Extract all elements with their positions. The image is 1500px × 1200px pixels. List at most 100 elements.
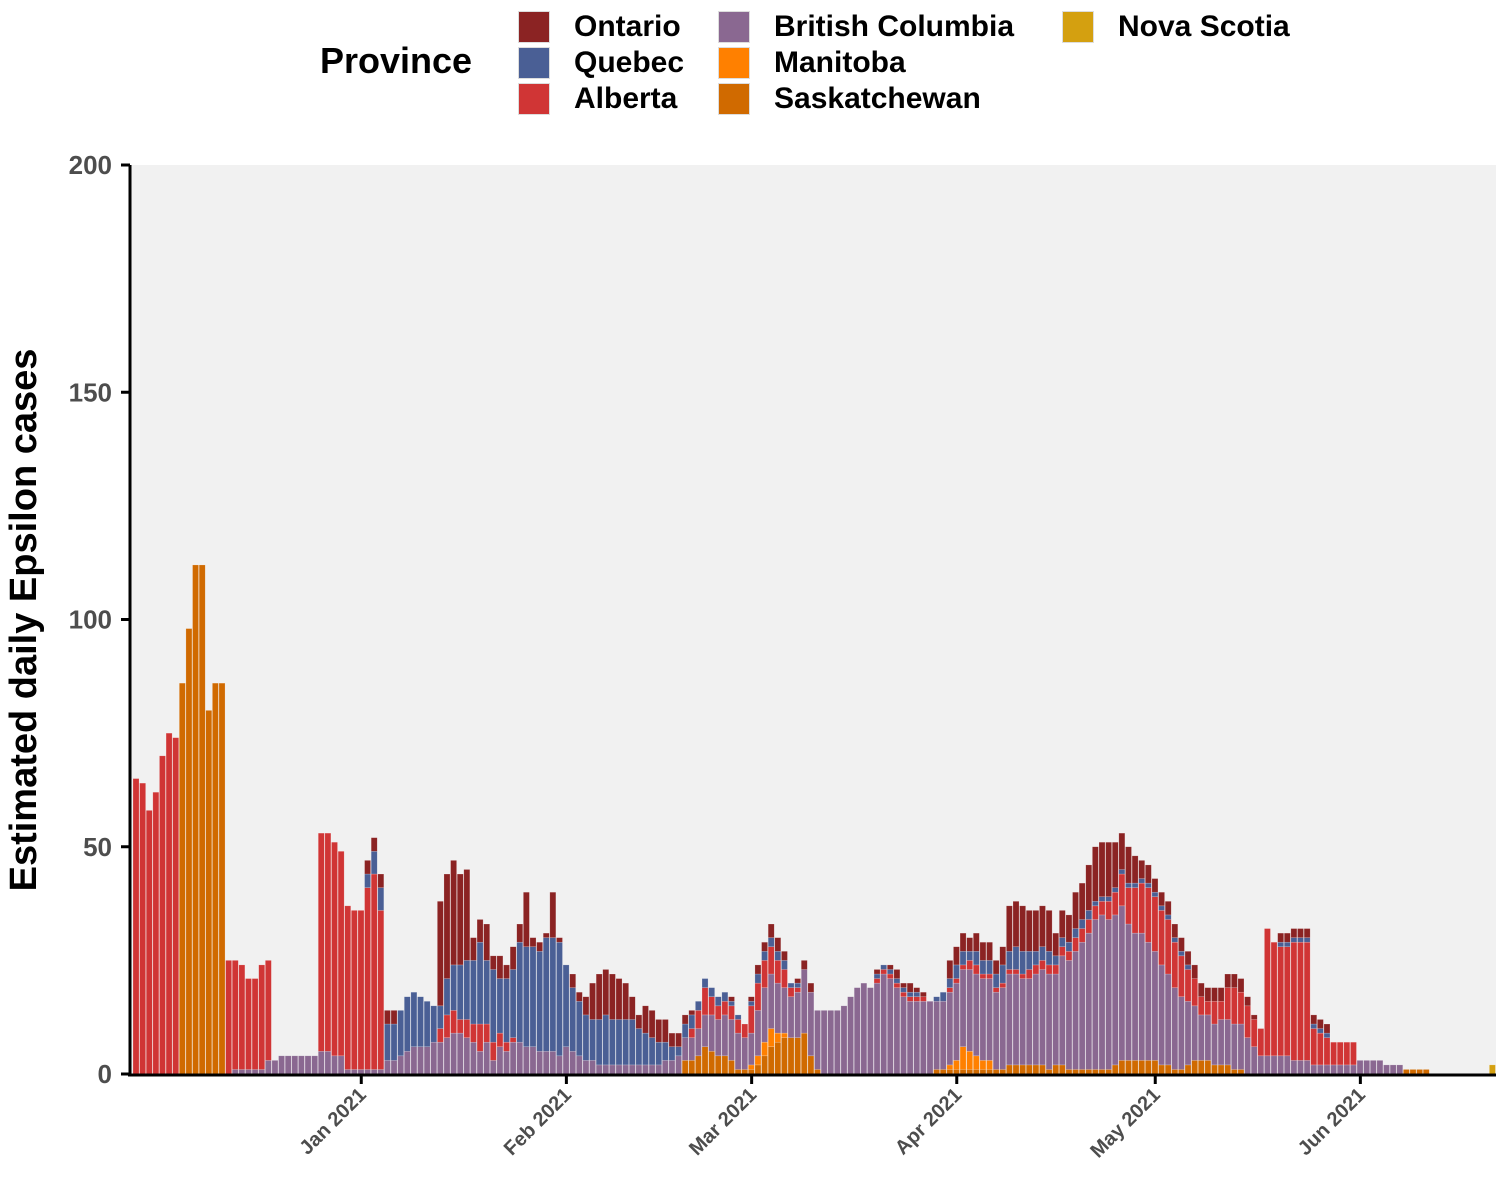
bar-british-columbia [390, 1060, 398, 1075]
bar-ontario [523, 891, 530, 947]
bar-quebec [516, 941, 524, 1043]
bar-alberta [1178, 955, 1185, 997]
bar-british-columbia [1224, 1019, 1231, 1066]
bar-alberta [159, 755, 166, 1075]
bar-british-columbia [536, 1051, 543, 1075]
bar-british-columbia [258, 1069, 265, 1075]
bar-british-columbia [920, 1001, 927, 1075]
bar-alberta [1171, 941, 1179, 988]
bar-saskatchewan [939, 1069, 947, 1075]
bar-british-columbia [576, 1055, 583, 1075]
bar-alberta [715, 1005, 722, 1020]
bar-alberta [1072, 937, 1079, 952]
bar-british-columbia [966, 969, 973, 1052]
bar-ontario [529, 937, 537, 947]
bar-ontario [1032, 910, 1040, 952]
bar-alberta [728, 1005, 735, 1020]
bar-alberta [1151, 896, 1159, 952]
bar-saskatchewan [205, 710, 213, 1075]
bar-ontario [1211, 987, 1218, 1002]
bar-british-columbia [370, 1069, 378, 1075]
bar-ontario [1310, 1014, 1318, 1025]
bar-alberta [456, 1019, 464, 1034]
bar-saskatchewan [992, 1069, 1000, 1075]
bar-ontario [1184, 951, 1192, 966]
bar-alberta [1065, 951, 1073, 961]
bar-british-columbia [271, 1060, 279, 1075]
bar-quebec [1065, 941, 1073, 952]
bar-british-columbia [1277, 1055, 1284, 1075]
bar-ontario [728, 996, 735, 1002]
bar-ontario [1171, 923, 1179, 938]
bar-alberta [1323, 1037, 1331, 1066]
bar-saskatchewan [1098, 1069, 1106, 1075]
bar-quebec [443, 978, 451, 1016]
bar-quebec [437, 1005, 444, 1029]
bar-quebec [662, 1041, 669, 1061]
legend-item-nova-scotia: Nova Scotia [1062, 10, 1290, 44]
bar-british-columbia [476, 1051, 484, 1075]
bar-ontario [1217, 987, 1225, 1002]
bar-ontario [384, 1010, 391, 1025]
bar-quebec [748, 1001, 755, 1007]
bar-alberta [1191, 978, 1198, 1007]
bar-alberta [1111, 891, 1119, 916]
bar-quebec [1277, 941, 1284, 947]
bar-quebec [1138, 878, 1145, 884]
bar-quebec [787, 982, 795, 988]
bar-ontario [490, 955, 497, 970]
bar-ontario [1191, 964, 1198, 979]
bar-manitoba [767, 1028, 775, 1047]
legend-item-quebec: Quebec [518, 46, 684, 80]
bar-alberta [1270, 941, 1278, 1057]
bar-quebec [1290, 937, 1298, 943]
bar-quebec [1085, 910, 1093, 920]
bar-alberta [1310, 1028, 1318, 1066]
bar-ontario [900, 982, 907, 988]
bar-saskatchewan [1237, 1069, 1245, 1075]
bar-saskatchewan [1019, 1064, 1026, 1075]
bar-alberta [1198, 996, 1205, 1016]
bar-quebec [734, 1014, 742, 1020]
bar-alberta [470, 1023, 477, 1043]
bar-ontario [1231, 973, 1238, 988]
bar-quebec [430, 1005, 438, 1043]
bar-british-columbia [1363, 1060, 1370, 1075]
bar-ontario [1290, 928, 1298, 938]
bar-british-columbia [721, 1014, 729, 1057]
bar-british-columbia [1012, 973, 1020, 1066]
bar-saskatchewan [973, 1069, 980, 1075]
bar-british-columbia [483, 1041, 490, 1075]
bar-british-columbia [562, 1046, 570, 1075]
bar-british-columbia [1237, 1023, 1245, 1070]
bar-ontario [536, 941, 543, 952]
bar-saskatchewan [986, 1069, 993, 1075]
bar-british-columbia [807, 991, 815, 1057]
bar-ontario [913, 987, 921, 993]
bar-alberta [1052, 964, 1059, 975]
bar-ontario [992, 960, 1000, 975]
bar-british-columbia [1310, 1064, 1318, 1075]
bar-ontario [953, 946, 960, 966]
bar-ontario [1059, 910, 1066, 938]
bar-quebec [979, 960, 987, 975]
bar-ontario [1284, 932, 1291, 943]
bar-saskatchewan [781, 1037, 788, 1075]
bar-british-columbia [1204, 1014, 1212, 1061]
bar-british-columbia [688, 1037, 696, 1061]
bar-ontario [642, 1005, 649, 1034]
bar-alberta [1138, 882, 1145, 934]
bar-saskatchewan [754, 1064, 762, 1075]
bar-alberta [1284, 946, 1291, 1057]
bar-quebec [582, 1014, 590, 1061]
bar-saskatchewan [1158, 1064, 1165, 1075]
bar-british-columbia [635, 1064, 643, 1075]
bar-ontario [1085, 864, 1093, 911]
bar-saskatchewan [814, 1069, 821, 1075]
bar-british-columbia [774, 982, 782, 1034]
bar-quebec [595, 1019, 603, 1066]
bar-quebec [609, 1019, 616, 1066]
legend-label-manitoba: Manitoba [774, 46, 906, 79]
bar-ontario [377, 873, 385, 888]
bar-quebec [456, 964, 464, 1020]
